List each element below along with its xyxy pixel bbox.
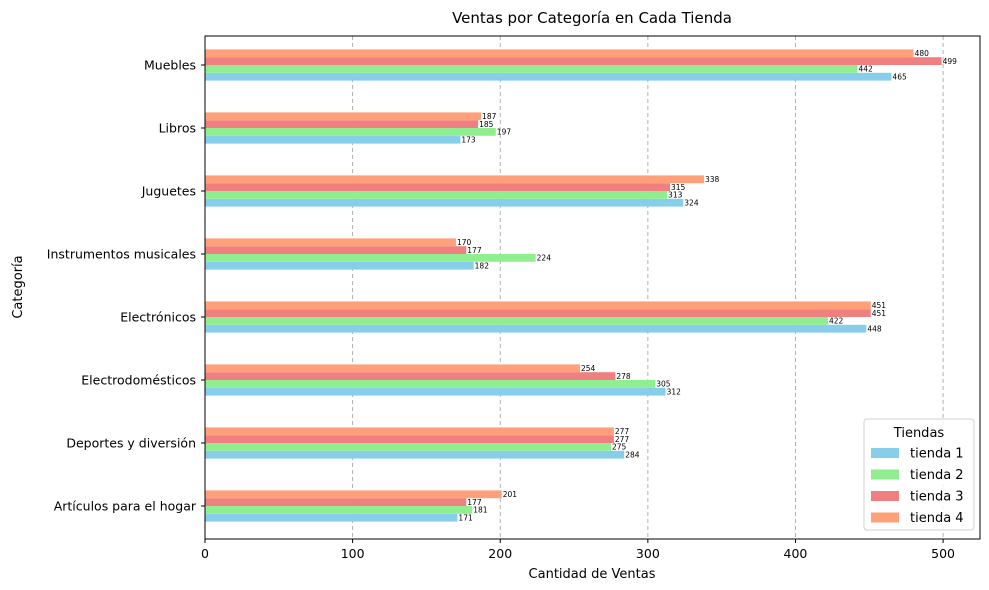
- bar: [205, 498, 467, 506]
- data-label: 277: [615, 435, 630, 444]
- y-tick-label: Libros: [159, 121, 196, 136]
- data-label: 177: [467, 498, 482, 507]
- x-axis-title: Cantidad de Ventas: [529, 567, 656, 582]
- data-label: 312: [667, 388, 682, 397]
- bar: [205, 435, 614, 443]
- bar: [205, 191, 668, 199]
- bar: [205, 450, 625, 459]
- data-label: 315: [671, 183, 686, 192]
- data-label: 224: [537, 254, 552, 263]
- legend-title: Tiendas: [893, 426, 945, 441]
- data-label: 197: [497, 128, 512, 137]
- bar: [205, 301, 871, 310]
- data-label: 275: [612, 443, 627, 452]
- data-label: 324: [684, 199, 699, 208]
- data-label: 278: [616, 372, 631, 381]
- plot-frame: [204, 35, 981, 540]
- bar: [205, 112, 482, 121]
- data-label: 182: [475, 262, 490, 271]
- data-label: 201: [503, 490, 518, 499]
- bar: [205, 490, 502, 499]
- y-axis-title: Categoría: [11, 255, 26, 318]
- bar: [205, 324, 867, 333]
- data-label: 284: [625, 451, 640, 460]
- y-tick-label: Instrumentos musicales: [47, 247, 196, 262]
- legend-swatch: [871, 491, 899, 501]
- y-tick-label: Artículos para el hogar: [54, 499, 197, 514]
- legend-label: tienda 2: [910, 468, 964, 483]
- data-label: 254: [581, 364, 596, 373]
- bar: [205, 513, 458, 522]
- bar: [205, 372, 616, 380]
- bar: [205, 183, 670, 191]
- bar: [205, 65, 858, 73]
- legend-swatch: [871, 469, 899, 480]
- data-label: 171: [458, 514, 473, 523]
- data-label: 499: [943, 57, 958, 66]
- x-tick-label: 300: [636, 546, 660, 561]
- data-label: 480: [915, 49, 930, 58]
- x-tick-label: 0: [201, 546, 209, 561]
- y-tick-label: Electrónicos: [120, 310, 196, 325]
- x-tick-label: 200: [488, 546, 512, 561]
- bar: [205, 387, 666, 396]
- bar: [205, 443, 611, 451]
- bar: [205, 506, 473, 514]
- legend-swatch: [871, 448, 899, 458]
- data-label: 170: [457, 238, 472, 247]
- bar: [205, 317, 828, 325]
- bar: [205, 364, 580, 373]
- data-label: 451: [872, 301, 887, 310]
- y-tick-label: Electrodomésticos: [81, 373, 196, 388]
- bar: [205, 246, 467, 254]
- bar: [205, 261, 474, 270]
- y-axis-ticks: Artículos para el hogar Deportes y divers…: [47, 58, 205, 514]
- x-tick-label: 400: [784, 546, 808, 561]
- bar: [205, 238, 456, 247]
- data-label: 177: [467, 246, 482, 255]
- legend-box: [863, 418, 975, 531]
- bars: [205, 49, 942, 522]
- data-label: 187: [482, 112, 497, 121]
- data-label: 173: [461, 136, 476, 145]
- legend: Tiendas tienda 1 tienda 2 tienda 3 tienda 4: [863, 418, 975, 531]
- bar: [205, 72, 892, 81]
- bar: [205, 135, 461, 144]
- bar: [205, 175, 704, 184]
- bar: [205, 254, 536, 262]
- x-tick-label: 500: [931, 546, 955, 561]
- bar: [205, 198, 684, 207]
- data-label: 313: [668, 191, 683, 200]
- grid-lines: [352, 36, 944, 539]
- legend-label: tienda 1: [910, 447, 964, 462]
- data-label: 465: [892, 73, 907, 82]
- y-tick-label: Muebles: [144, 58, 196, 73]
- chart-title: Ventas por Categoría en Cada Tienda: [452, 9, 732, 27]
- bar: [205, 427, 614, 436]
- y-tick-label: Juguetes: [141, 184, 196, 199]
- data-label: 181: [473, 506, 488, 515]
- bar: [205, 57, 942, 65]
- x-axis-ticks: 0 100 200 300 400 500: [201, 539, 955, 561]
- bar: [205, 380, 656, 388]
- data-label: 451: [872, 309, 887, 318]
- bar: [205, 49, 914, 58]
- bar: [205, 128, 496, 136]
- legend-swatch: [871, 512, 899, 523]
- data-label: 422: [829, 317, 844, 326]
- data-label: 305: [656, 380, 671, 389]
- x-tick-label: 100: [341, 546, 365, 561]
- data-labels: 171 284 312 448 182 324 173 465 181 275 305 422 224 3…: [457, 49, 957, 522]
- data-label: 442: [858, 65, 873, 74]
- data-label: 448: [867, 325, 882, 334]
- legend-label: tienda 3: [910, 490, 964, 505]
- data-label: 185: [479, 120, 494, 129]
- y-tick-label: Deportes y diversión: [66, 436, 196, 451]
- data-label: 338: [705, 175, 720, 184]
- bar: [205, 120, 479, 128]
- data-label: 277: [615, 427, 630, 436]
- bar: [205, 309, 871, 317]
- legend-label: tienda 4: [910, 511, 964, 526]
